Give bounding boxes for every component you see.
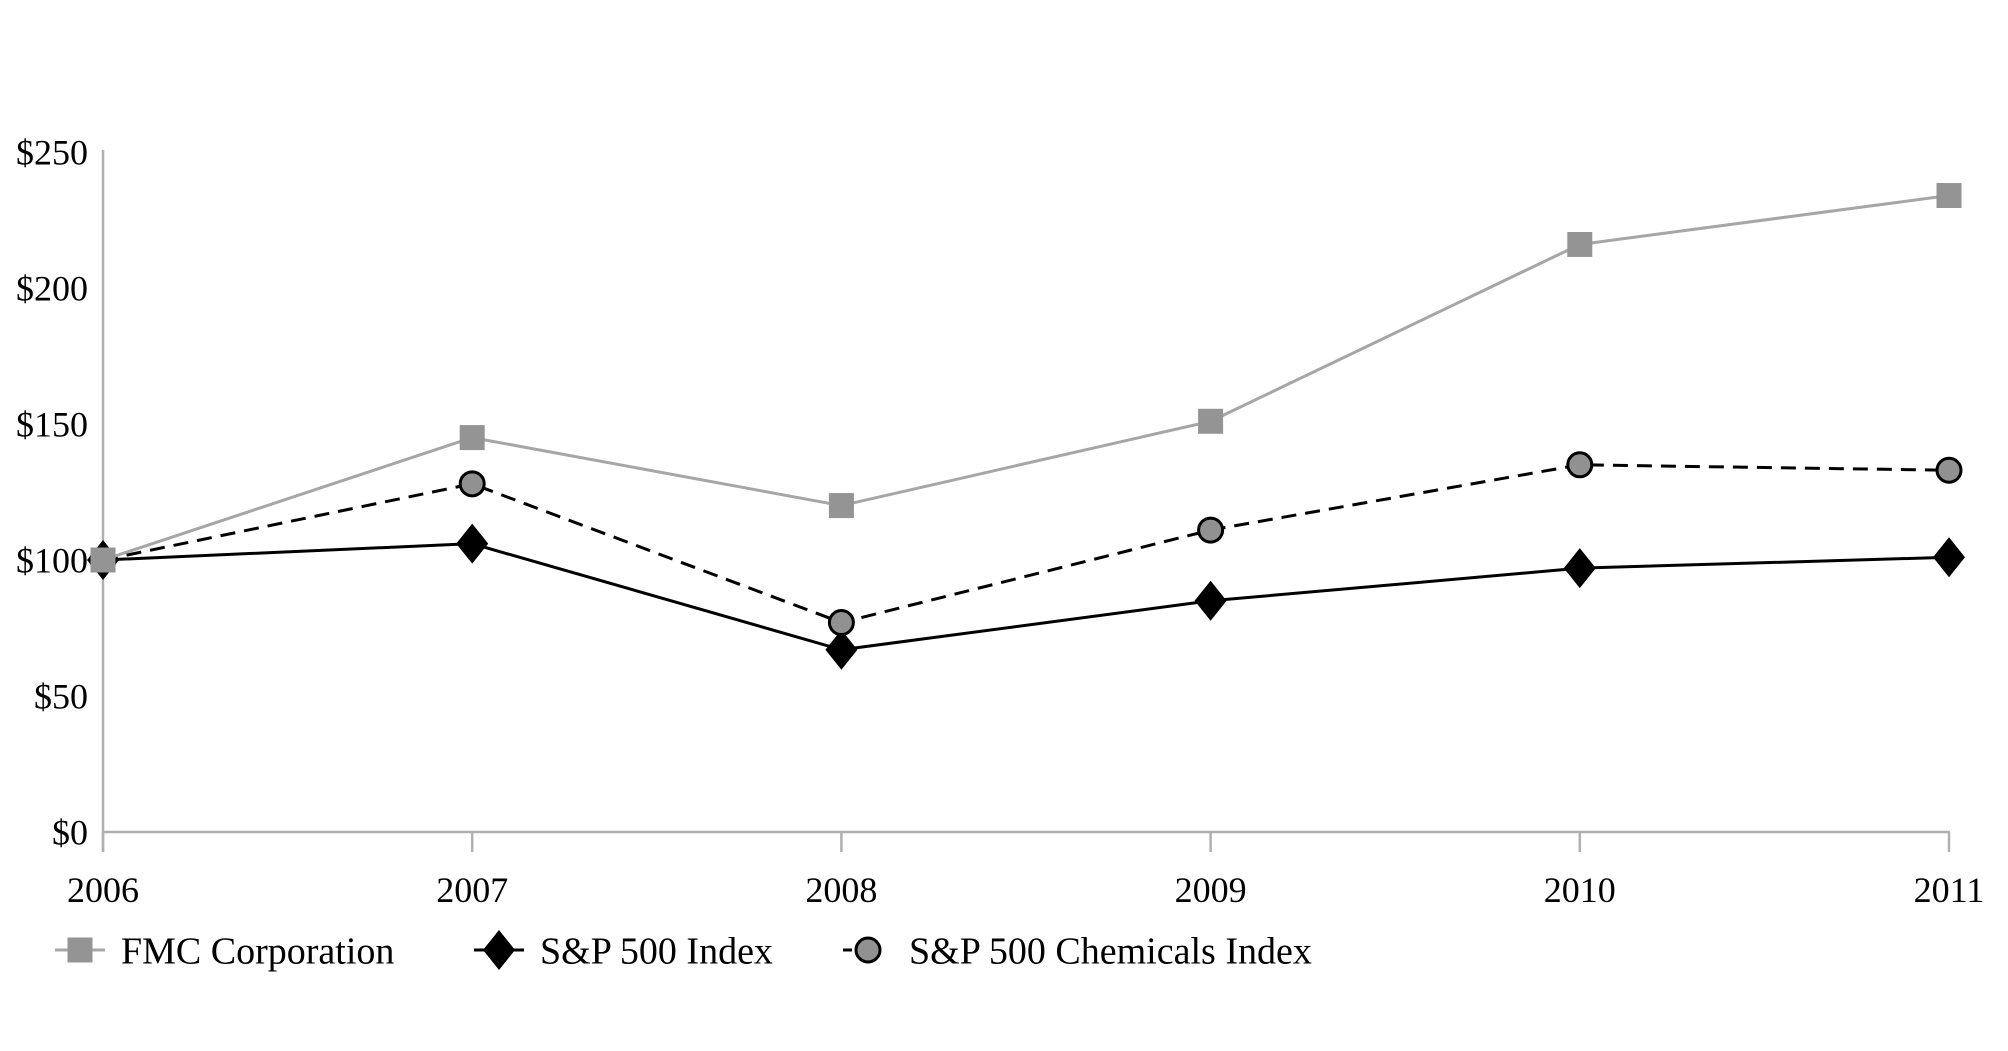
- legend-item: FMC Corporation: [55, 930, 394, 972]
- x-axis-label: 2009: [1175, 870, 1247, 910]
- x-axis-label: 2011: [1914, 870, 1985, 910]
- legend-label: S&P 500 Index: [540, 930, 773, 972]
- circle-marker: [1935, 456, 1963, 484]
- series-line: [102, 463, 1950, 625]
- square-marker: [90, 547, 116, 573]
- legend-label: S&P 500 Chemicals Index: [909, 930, 1312, 972]
- diamond-marker: [483, 930, 515, 970]
- series-3: [89, 451, 1963, 637]
- y-axis-label: $50: [34, 677, 88, 717]
- square-marker: [67, 937, 93, 963]
- circle-marker: [1566, 451, 1594, 479]
- x-axis-label: 2010: [1544, 870, 1616, 910]
- series-2: [87, 523, 1965, 670]
- y-axis-label: $100: [16, 541, 88, 581]
- circle-marker: [458, 470, 486, 498]
- diamond-marker: [825, 629, 858, 670]
- square-marker: [459, 425, 485, 451]
- y-axis-label: $150: [16, 405, 88, 445]
- legend-item: S&P 500 Index: [474, 930, 773, 972]
- diamond-marker: [1563, 548, 1596, 589]
- y-axis-label: $0: [52, 813, 88, 853]
- square-marker: [828, 493, 854, 519]
- series-1: [90, 183, 1962, 573]
- x-axis-label: 2006: [67, 870, 139, 910]
- series-line: [102, 542, 1950, 652]
- y-axis-label: $250: [16, 133, 88, 173]
- square-marker: [1567, 231, 1593, 257]
- x-axis-label: 2007: [436, 870, 508, 910]
- x-axis-label: 2008: [805, 870, 877, 910]
- legend-item: S&P 500 Chemicals Index: [843, 930, 1312, 972]
- circle-marker: [854, 936, 882, 964]
- diamond-marker: [456, 523, 489, 564]
- square-marker: [1936, 183, 1962, 209]
- y-axis-label: $200: [16, 269, 88, 309]
- legend-label: FMC Corporation: [121, 930, 394, 972]
- circle-marker: [1197, 516, 1225, 544]
- square-marker: [1198, 408, 1224, 434]
- series-line: [102, 194, 1950, 562]
- circle-marker: [827, 609, 855, 637]
- diamond-marker: [1194, 580, 1227, 621]
- diamond-marker: [1933, 537, 1965, 578]
